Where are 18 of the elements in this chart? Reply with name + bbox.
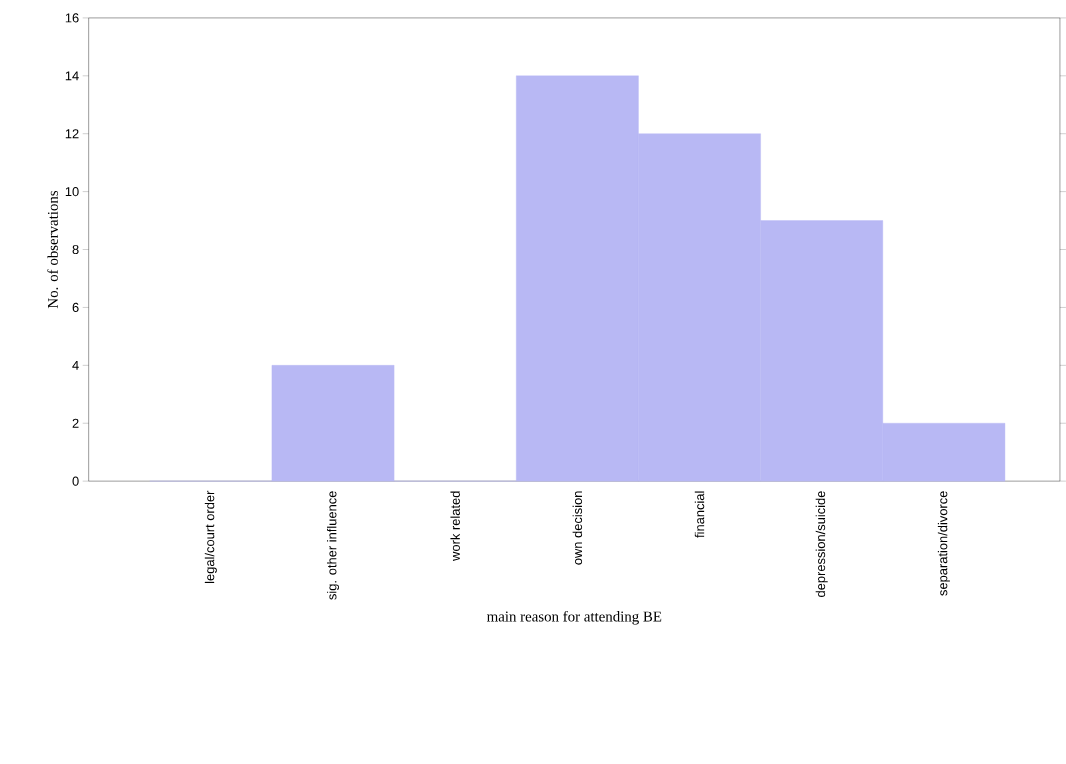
y-tick-label: 2 bbox=[72, 418, 79, 428]
x-tick-label: own decision bbox=[572, 491, 583, 565]
y-tick-label: 6 bbox=[72, 302, 79, 312]
y-tick-label: 8 bbox=[72, 244, 79, 255]
y-tick-label: 12 bbox=[65, 129, 79, 139]
y-tick-label: 4 bbox=[72, 360, 79, 370]
x-tick-label: separation/divorce bbox=[937, 491, 950, 596]
x-tick-label: depression/suicide bbox=[815, 491, 828, 597]
y-tick-label: 16 bbox=[65, 13, 79, 23]
y-axis-title: No. of observations bbox=[47, 190, 59, 309]
y-tick-label: 10 bbox=[65, 187, 79, 197]
x-tick-label: sig. other influence bbox=[326, 491, 340, 600]
x-tick-label: work related bbox=[450, 491, 460, 561]
y-tick-label: 0 bbox=[72, 476, 79, 486]
x-tick-label: financial bbox=[694, 491, 705, 538]
x-tick-label: legal/court order bbox=[204, 490, 217, 583]
x-axis-title: main reason for attending BE bbox=[486, 610, 662, 625]
y-tick-label: 14 bbox=[65, 71, 79, 81]
